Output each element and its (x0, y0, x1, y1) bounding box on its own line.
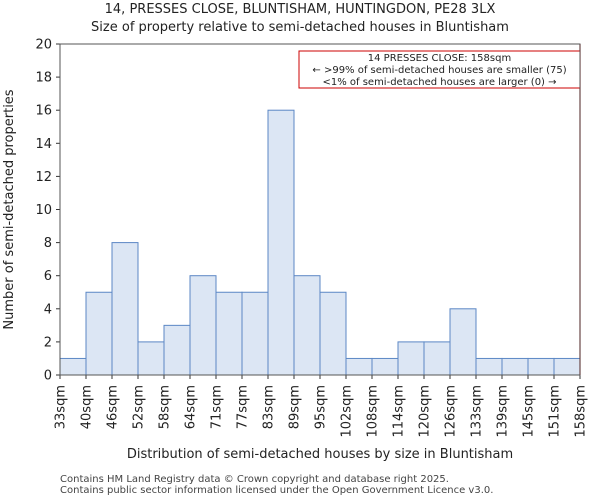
histogram-bar-151sqm (553, 357, 581, 376)
histogram-bar-89sqm (293, 275, 321, 376)
plot-frame (59, 43, 581, 376)
x-tick-label-83sqm: 83sqm (262, 385, 277, 429)
histogram-bar-52sqm (137, 341, 165, 376)
histogram-bar-139sqm (501, 357, 529, 376)
y-tick-label: 8 (44, 236, 52, 251)
footer-line-2: Contains public sector information licen… (60, 485, 494, 496)
chart-subtitle: Size of property relative to semi-detach… (91, 20, 509, 35)
annotation-line-1: 14 PRESSES CLOSE: 158sqm (368, 53, 511, 64)
y-tick-label: 18 (35, 71, 52, 86)
x-tick-label-102sqm: 102sqm (340, 385, 355, 438)
y-tick-label: 20 (35, 38, 52, 53)
x-tick-label-133sqm: 133sqm (470, 385, 485, 438)
histogram-bar-95sqm (319, 291, 347, 376)
histogram-bar-133sqm (475, 357, 503, 376)
x-tick-label-158sqm: 158sqm (574, 385, 589, 438)
histogram-bar-77sqm (241, 291, 269, 376)
histogram-bar-120sqm (423, 341, 451, 376)
x-tick-label-126sqm: 126sqm (444, 385, 459, 438)
x-tick-label-120sqm: 120sqm (418, 385, 433, 438)
histogram-bar-58sqm (163, 324, 191, 376)
x-tick-label-71sqm: 71sqm (210, 385, 225, 429)
x-tick-label-114sqm: 114sqm (392, 385, 407, 438)
x-tick-label-52sqm: 52sqm (132, 385, 147, 429)
histogram-bar-71sqm (215, 291, 243, 376)
x-tick-label-46sqm: 46sqm (106, 385, 121, 429)
histogram-bar-40sqm (85, 291, 113, 376)
annotation-line-2: ← >99% of semi-detached houses are small… (312, 65, 566, 76)
x-tick-label-95sqm: 95sqm (314, 385, 329, 429)
x-tick-label-89sqm: 89sqm (288, 385, 303, 429)
x-tick-label-77sqm: 77sqm (236, 385, 251, 429)
y-tick-label: 0 (44, 369, 52, 384)
x-tick-label-40sqm: 40sqm (80, 385, 95, 429)
histogram-bar-83sqm (267, 109, 295, 376)
y-tick-label: 2 (44, 335, 52, 350)
x-tick-label-108sqm: 108sqm (366, 385, 381, 438)
histogram-bar-145sqm (527, 357, 555, 376)
x-tick-label-64sqm: 64sqm (184, 385, 199, 429)
annotation-line-3: <1% of semi-detached houses are larger (… (322, 77, 556, 88)
y-axis-label: Number of semi-detached properties (2, 89, 17, 329)
x-axis-label: Distribution of semi-detached houses by … (127, 447, 513, 462)
annotation-box (298, 50, 581, 89)
x-tick-label-139sqm: 139sqm (496, 385, 511, 438)
y-tick-label: 14 (35, 137, 52, 152)
histogram-bar-46sqm (111, 242, 139, 376)
histogram-bar-33sqm (59, 357, 87, 376)
x-tick-label-58sqm: 58sqm (158, 385, 173, 429)
chart-area: 0 2 4 6 8 10 12 14 16 18 20 33sqm 40sqm 46sqm 52sqm 58… (2, 38, 589, 463)
x-tick-label-151sqm: 151sqm (548, 385, 563, 438)
y-tick-label: 10 (35, 203, 52, 218)
histogram-bar-108sqm (371, 357, 399, 376)
histogram-bar-114sqm (397, 341, 425, 376)
histogram-bar-64sqm (189, 275, 217, 376)
y-tick-label: 12 (35, 170, 52, 185)
y-tick-label: 6 (44, 269, 52, 284)
histogram-bar-102sqm (345, 357, 373, 376)
y-tick-label: 16 (35, 104, 52, 119)
histogram-bar-126sqm (449, 308, 477, 376)
y-tick-label: 4 (44, 302, 52, 317)
x-tick-label-33sqm: 33sqm (54, 385, 69, 429)
chart-title: 14, PRESSES CLOSE, BLUNTISHAM, HUNTINGDO… (104, 2, 496, 17)
x-tick-label-145sqm: 145sqm (522, 385, 537, 438)
footer-line-1: Contains HM Land Registry data © Crown c… (60, 474, 449, 485)
